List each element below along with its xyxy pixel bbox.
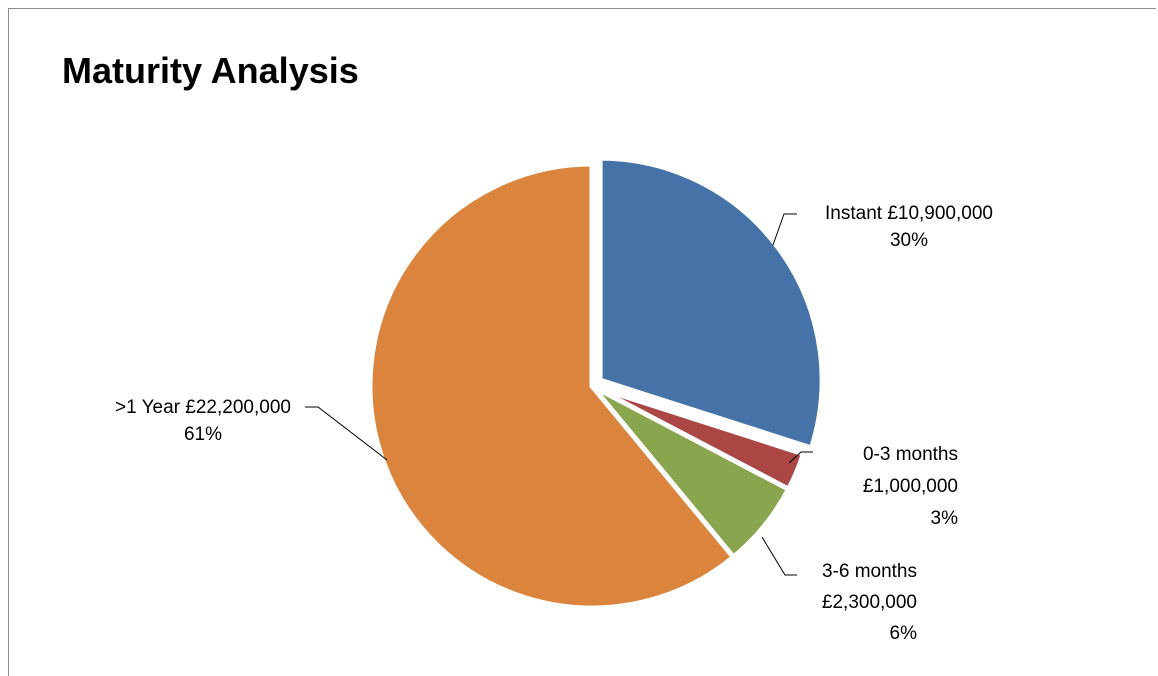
- leader-line: [772, 213, 797, 246]
- data-label-percent: 3%: [931, 508, 959, 529]
- data-label-percent: 6%: [890, 623, 918, 644]
- chart-title: Maturity Analysis: [62, 50, 359, 91]
- data-label-name-value: Instant £10,900,000: [825, 203, 993, 224]
- data-label-name-value: >1 Year £22,200,000: [115, 397, 291, 418]
- data-label-name: 3-6 months: [822, 561, 917, 582]
- data-label-percent: 30%: [890, 230, 928, 251]
- data-label-value: £1,000,000: [863, 476, 958, 497]
- data-label-value: £2,300,000: [822, 592, 917, 613]
- data-label: >1 Year £22,200,000 61%: [115, 397, 291, 445]
- data-label: Instant £10,900,000 30%: [825, 203, 993, 251]
- data-label-percent: 61%: [184, 424, 222, 445]
- leader-line: [761, 536, 797, 576]
- data-label-name: 0-3 months: [863, 444, 958, 465]
- pie-slice-instant: [597, 155, 825, 451]
- data-label: 0-3 months £1,000,000 3%: [863, 444, 958, 529]
- pie-slice-1-year: [367, 161, 736, 611]
- leader-line: [788, 451, 813, 464]
- data-label: 3-6 months £2,300,000 6%: [822, 561, 917, 644]
- leader-line: [305, 406, 388, 461]
